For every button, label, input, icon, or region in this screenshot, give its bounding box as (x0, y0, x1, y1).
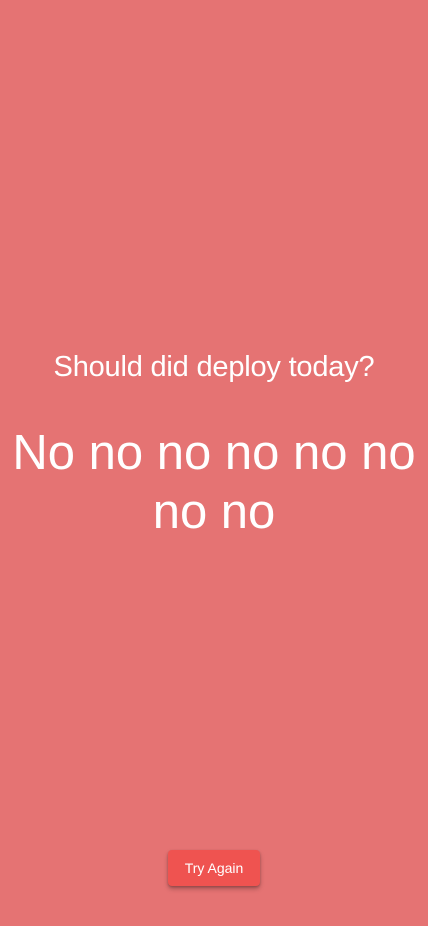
question-heading: Should did deploy today? (0, 348, 428, 386)
try-again-button[interactable]: Try Again (168, 850, 260, 886)
answer-text: No no no no no no no no (4, 424, 424, 542)
